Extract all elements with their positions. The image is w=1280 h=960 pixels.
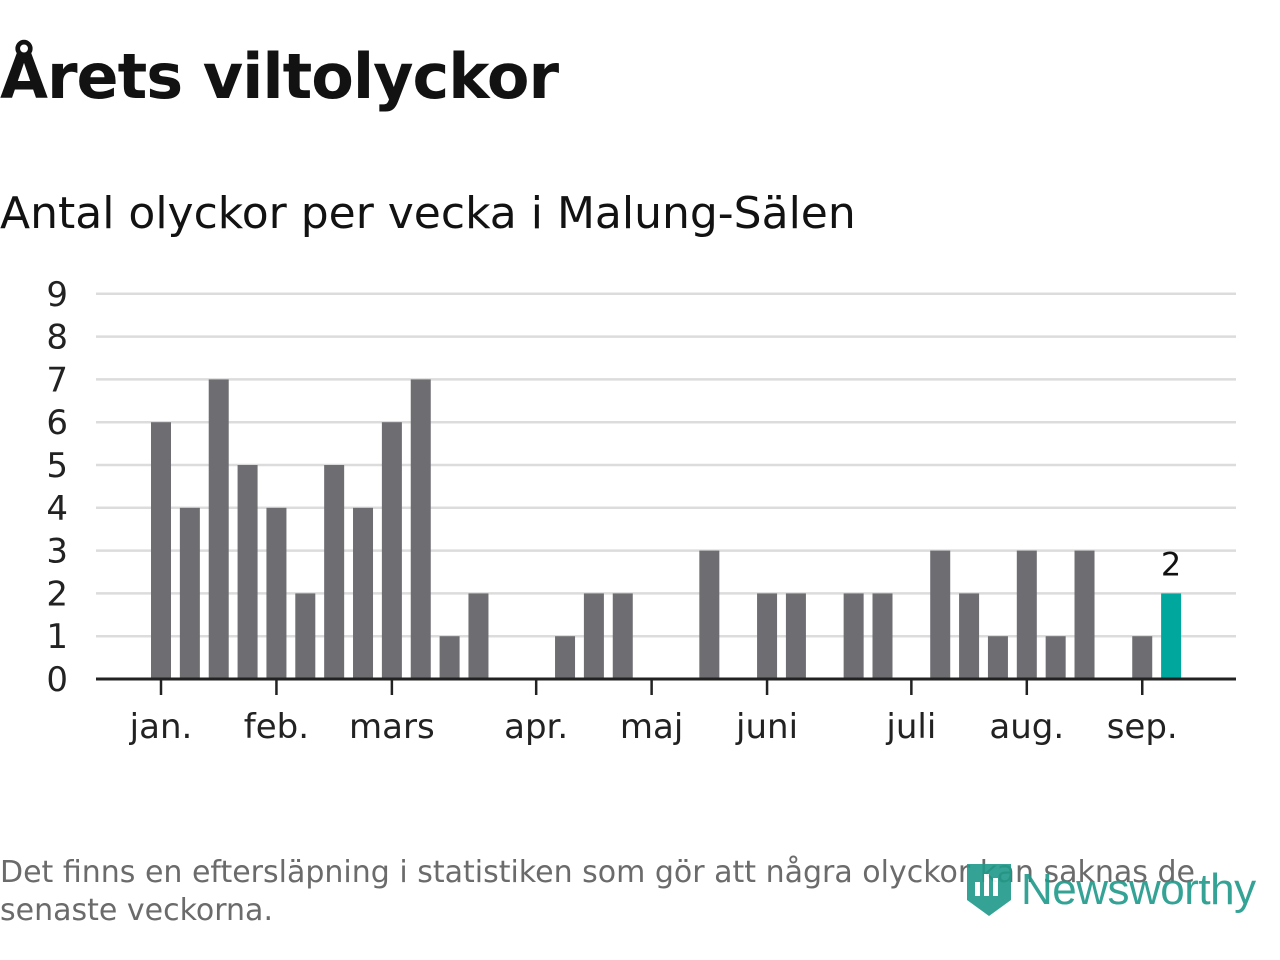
bar	[208, 379, 229, 679]
y-tick-label: 7	[46, 360, 68, 400]
bar	[555, 636, 576, 679]
bar	[353, 507, 374, 679]
bar	[151, 422, 171, 679]
bar	[439, 636, 460, 679]
bar	[872, 593, 893, 679]
y-tick-label: 4	[46, 489, 68, 529]
x-tick-label: sep.	[1107, 707, 1178, 747]
newsworthy-logo: Newsworthy	[963, 860, 1256, 920]
bars	[151, 379, 1182, 679]
bar	[843, 593, 864, 679]
chart-subtitle: Antal olyckor per vecka i Malung-Sälen	[0, 188, 856, 239]
bar	[1016, 550, 1037, 679]
bar	[381, 422, 402, 679]
bar	[1132, 636, 1153, 679]
bar	[583, 593, 604, 679]
x-axis: jan. feb. mars apr. maj juni juli aug. sep.	[96, 677, 1236, 747]
bar	[612, 593, 633, 679]
logo-text: Newsworthy	[1021, 865, 1256, 914]
data-labels: 2	[1161, 545, 1181, 583]
y-tick-label: 1	[46, 617, 68, 657]
bar	[930, 550, 951, 679]
bar	[699, 550, 720, 679]
x-tick-label: juni	[735, 707, 798, 747]
bar	[295, 593, 316, 679]
y-tick-label: 0	[46, 660, 68, 700]
x-tick-label: feb.	[244, 707, 309, 747]
bar	[785, 593, 806, 679]
x-tick-label: aug.	[989, 707, 1064, 747]
bar	[468, 593, 489, 679]
bar	[237, 465, 258, 679]
y-tick-label: 5	[46, 446, 68, 486]
x-tick-label: juli	[885, 707, 936, 747]
y-tick-label: 6	[46, 403, 68, 443]
bar-highlight	[1161, 593, 1182, 679]
x-tick-label: apr.	[504, 707, 568, 747]
x-tick-label: jan.	[129, 707, 193, 747]
bar	[757, 593, 778, 679]
y-tick-label: 8	[46, 318, 68, 358]
chart-title: Årets viltolyckor	[0, 40, 559, 113]
y-tick-label: 9	[46, 275, 68, 315]
bar	[410, 379, 431, 679]
bar	[179, 507, 200, 679]
bar	[959, 593, 980, 679]
y-tick-label: 3	[46, 532, 68, 572]
x-tick-label: mars	[349, 707, 435, 747]
bar	[1045, 636, 1066, 679]
bar	[987, 636, 1008, 679]
data-label-highlight: 2	[1161, 545, 1181, 583]
bar	[266, 507, 287, 679]
bar	[1074, 550, 1095, 679]
x-tick-label: maj	[620, 707, 683, 747]
bar	[324, 465, 345, 679]
y-tick-label: 2	[46, 574, 68, 614]
newsworthy-logo-icon	[967, 864, 1011, 916]
